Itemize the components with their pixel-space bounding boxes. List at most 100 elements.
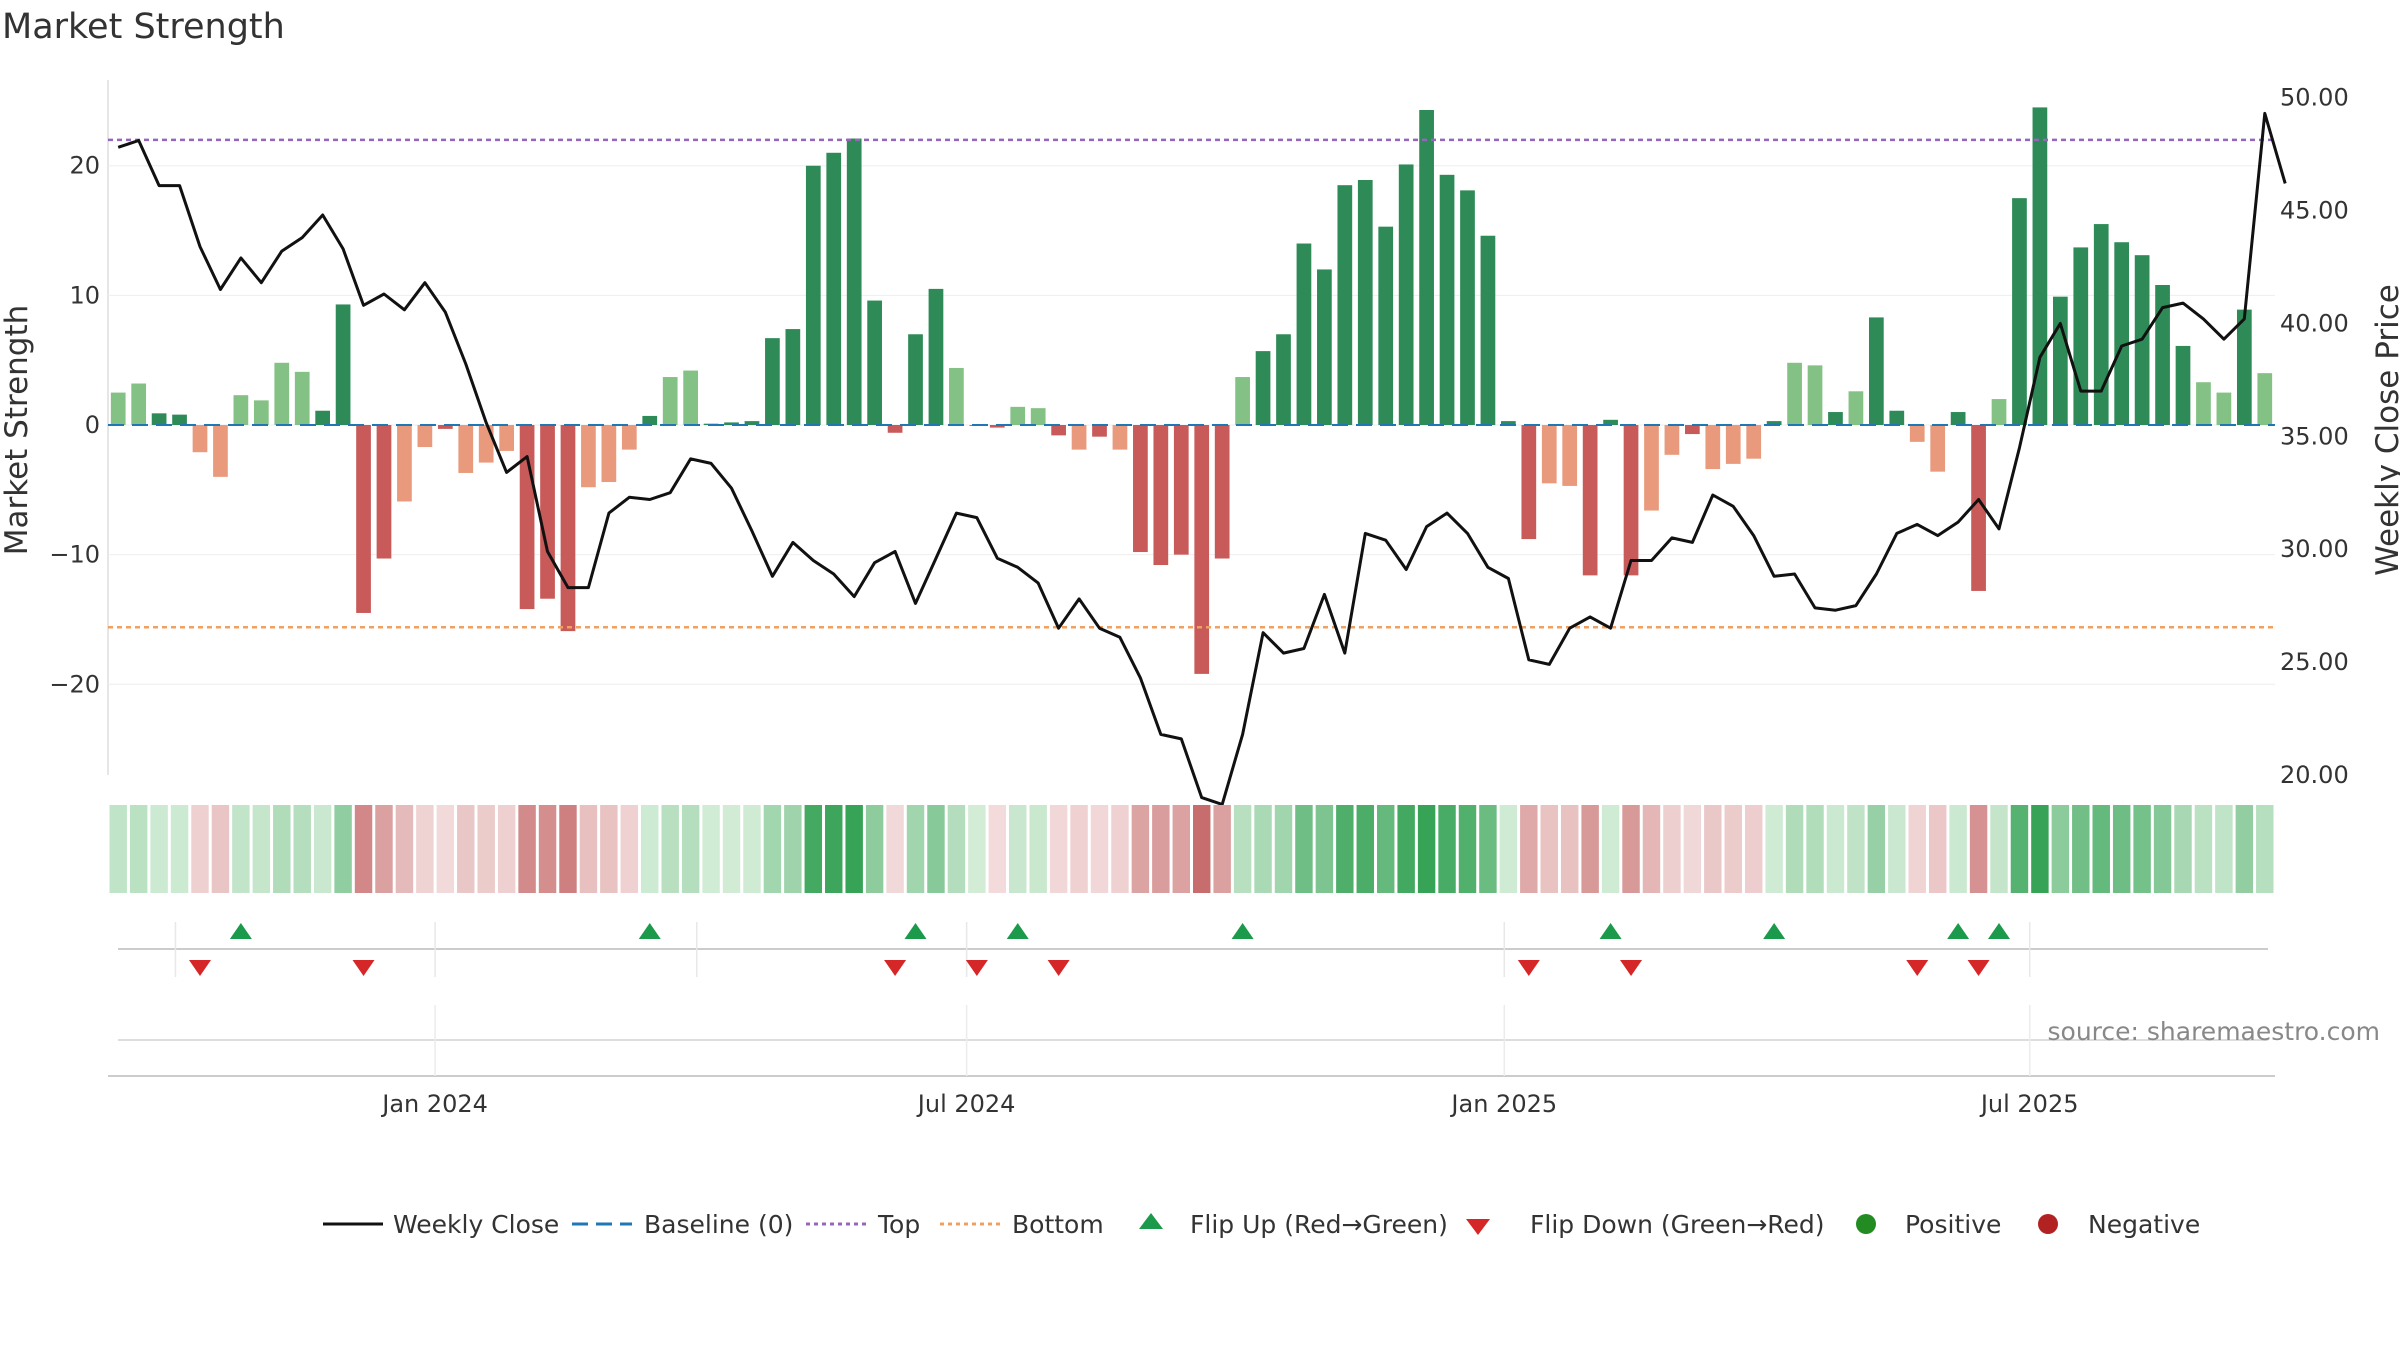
strength-bar	[1460, 190, 1475, 425]
strength-bar	[2257, 373, 2273, 425]
strength-bar	[253, 400, 269, 425]
heat-cell	[1928, 805, 1947, 893]
heat-cell	[436, 805, 455, 893]
strength-bar	[1419, 110, 1434, 425]
strength-bar	[1235, 377, 1250, 425]
strength-bar	[581, 425, 596, 488]
strength-bar	[1521, 425, 1537, 540]
flip-up-marker	[638, 923, 661, 939]
heat-cell	[1295, 805, 1313, 893]
strength-bar	[1664, 425, 1680, 455]
right-tick-label: 45.00	[2280, 196, 2349, 224]
strength-bar	[785, 329, 801, 425]
flip-up-marker	[1231, 923, 1254, 939]
heat-cell	[1765, 805, 1783, 893]
legend: Weekly Close Baseline (0) Top Bottom Fli…	[323, 1210, 2200, 1239]
strength-bar	[2155, 285, 2170, 425]
heat-cell	[334, 805, 352, 893]
heat-cell	[497, 805, 516, 893]
strength-bar	[519, 425, 535, 610]
heat-cell	[1520, 805, 1538, 893]
heat-cell	[743, 805, 761, 893]
strength-bar	[1051, 425, 1066, 436]
right-tick-label: 20.00	[2280, 761, 2349, 789]
strength-bar	[1930, 425, 1946, 472]
heat-cell	[1090, 805, 1109, 893]
legend-flip-down-marker	[1466, 1219, 1490, 1235]
strength-bar	[724, 422, 739, 425]
strength-bar	[1766, 421, 1782, 425]
strength-bar	[2012, 198, 2027, 425]
strength-bar	[499, 425, 515, 451]
strength-bar	[376, 425, 392, 559]
heat-cell	[354, 805, 373, 893]
strength-bar	[1705, 425, 1721, 470]
flip-up-marker	[1006, 923, 1029, 939]
heat-cell	[1826, 805, 1845, 893]
heat-cell	[1949, 805, 1967, 893]
left-tick-label: −20	[49, 670, 100, 698]
gridlines	[107, 80, 2275, 775]
heat-cell	[1376, 805, 1395, 893]
strength-bar	[826, 152, 842, 425]
left-tick-label: 0	[85, 411, 100, 439]
strength-bar	[397, 425, 412, 502]
heat-cell	[477, 805, 495, 893]
strength-bar	[1623, 425, 1639, 576]
right-tick-label: 30.00	[2280, 535, 2349, 563]
legend-flip-up: Flip Up (Red→Green)	[1190, 1210, 1448, 1239]
heat-cell	[1131, 805, 1150, 893]
strength-bar	[1991, 399, 2007, 425]
strength-bar	[621, 425, 637, 450]
legend-baseline: Baseline (0)	[644, 1210, 793, 1239]
heat-cell	[702, 805, 720, 893]
heat-cell	[1356, 805, 1374, 893]
strength-bar	[601, 425, 617, 483]
heat-cell	[1867, 805, 1886, 893]
heat-cell	[252, 805, 271, 893]
strength-bar	[1501, 421, 1516, 425]
strength-bar	[2175, 345, 2191, 425]
strength-bar	[1807, 365, 1823, 425]
flip-down-marker	[965, 960, 988, 976]
heat-cell	[293, 805, 311, 893]
heat-cell	[1397, 805, 1415, 893]
left-axis-title: Market Strength	[0, 305, 35, 556]
date-tick-label: Jan 2024	[380, 1090, 488, 1118]
strength-bar	[233, 395, 249, 425]
right-tick-label: 50.00	[2280, 84, 2349, 112]
heat-cell	[1806, 805, 1824, 893]
flip-down-marker	[352, 960, 375, 976]
legend-flip-up-marker	[1139, 1213, 1163, 1229]
heat-cell	[1888, 805, 1906, 893]
heat-cell	[1193, 805, 1211, 893]
flip-down-marker	[188, 960, 211, 976]
strength-bar	[928, 288, 944, 425]
strength-bar	[1603, 419, 1618, 425]
flip-down-marker	[1906, 960, 1929, 976]
heat-cell	[1847, 805, 1865, 893]
heat-cell	[170, 805, 189, 893]
strength-bar	[213, 425, 228, 477]
heat-cell	[2133, 805, 2151, 893]
heat-cell	[2194, 805, 2213, 893]
strength-bar	[1092, 425, 1107, 437]
strength-bar	[1909, 425, 1925, 442]
strength-bar	[1133, 425, 1148, 553]
legend-weekly-close: Weekly Close	[393, 1210, 559, 1239]
strength-bar	[1828, 412, 1843, 425]
flip-up-marker	[1763, 923, 1786, 939]
heat-cell	[2174, 805, 2192, 893]
heat-cell	[232, 805, 250, 893]
heat-cell	[1642, 805, 1661, 893]
right-axis-ticks: 20.00 25.00 30.00 35.00 40.00 45.00 50.00	[2280, 84, 2349, 789]
strength-bar	[1317, 269, 1332, 425]
heat-cell	[559, 805, 577, 893]
heat-cell	[988, 805, 1007, 893]
right-tick-label: 25.00	[2280, 648, 2349, 676]
heat-cell	[2256, 805, 2274, 893]
strength-bar	[151, 413, 167, 425]
heat-cell	[1683, 805, 1702, 893]
strength-bar	[1848, 391, 1864, 425]
